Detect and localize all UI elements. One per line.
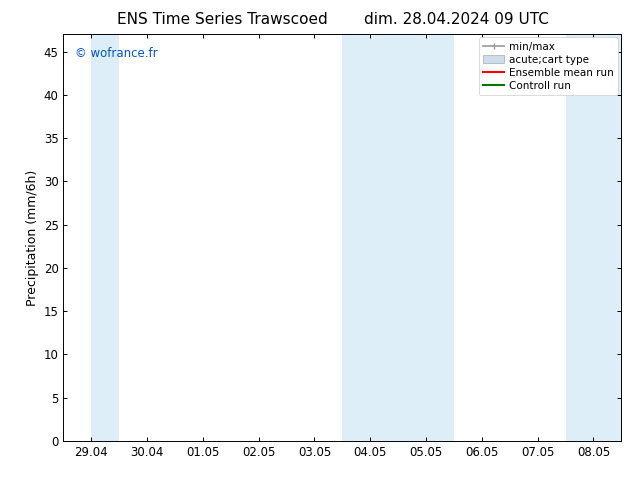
Bar — [91, 34, 119, 441]
Text: ENS Time Series Trawscoed: ENS Time Series Trawscoed — [117, 12, 327, 27]
Legend: min/max, acute;cart type, Ensemble mean run, Controll run: min/max, acute;cart type, Ensemble mean … — [479, 37, 618, 95]
Bar — [342, 34, 454, 441]
Text: dim. 28.04.2024 09 UTC: dim. 28.04.2024 09 UTC — [364, 12, 549, 27]
Y-axis label: Precipitation (mm/6h): Precipitation (mm/6h) — [27, 170, 39, 306]
Bar — [566, 34, 634, 441]
Text: © wofrance.fr: © wofrance.fr — [75, 47, 157, 59]
